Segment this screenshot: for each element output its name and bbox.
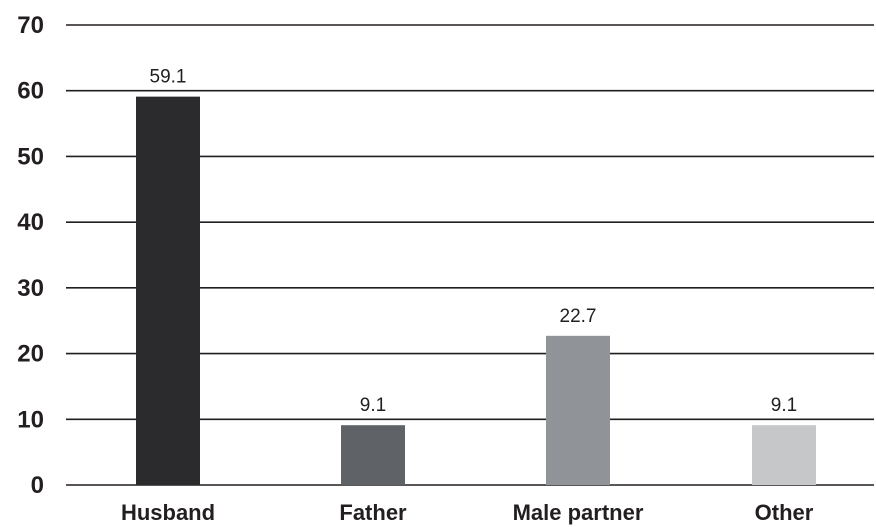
y-tick-label: 10 [17, 406, 44, 433]
y-axis-tick-labels: 0 10 20 30 40 50 60 70 [17, 12, 44, 499]
y-tick-label: 60 [17, 78, 44, 105]
bar-male-partner [546, 335, 610, 485]
bars [136, 96, 816, 485]
data-label-father: 9.1 [360, 395, 386, 416]
y-tick-label: 50 [17, 143, 44, 170]
data-label-other: 9.1 [771, 395, 797, 416]
data-labels: 59.1 9.1 22.7 9.1 [150, 67, 798, 417]
y-tick-label: 20 [17, 341, 44, 368]
gridlines [66, 24, 874, 486]
y-tick-label: 0 [31, 472, 44, 499]
y-tick-label: 40 [17, 209, 44, 236]
data-label-male-partner: 22.7 [560, 306, 597, 327]
x-category-label-father: Father [339, 500, 407, 525]
x-category-label-husband: Husband [121, 500, 215, 525]
y-tick-label: 70 [17, 12, 44, 39]
x-category-label-male-partner: Male partner [513, 500, 644, 525]
x-category-label-other: Other [755, 500, 814, 525]
x-axis-category-labels: Husband Father Male partner Other [121, 500, 814, 525]
bar-other [752, 425, 816, 485]
bar-father [341, 425, 405, 485]
data-label-husband: 59.1 [150, 67, 187, 88]
y-tick-label: 30 [17, 275, 44, 302]
bar-husband [136, 96, 200, 485]
